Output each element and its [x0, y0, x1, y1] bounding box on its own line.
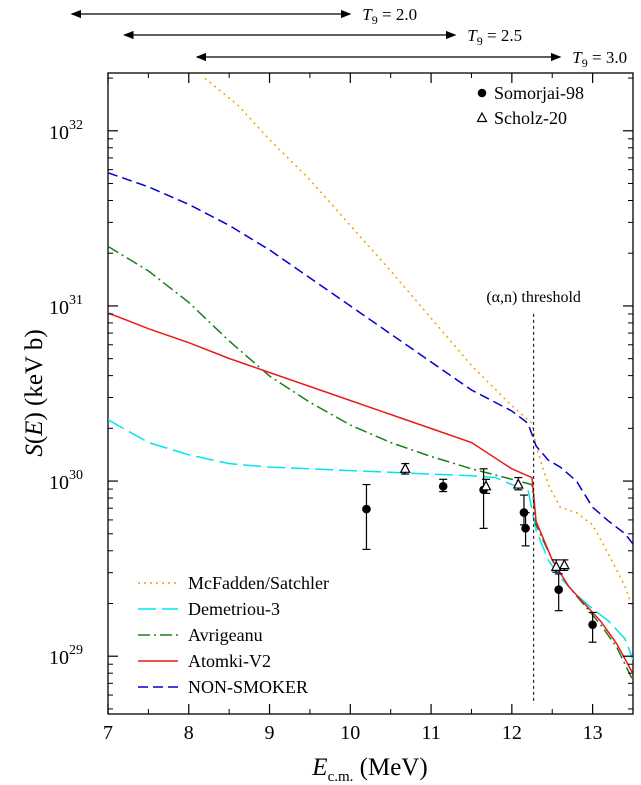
threshold-layer: (α,n) threshold — [486, 289, 581, 704]
legend: McFadden/Satchler Demetriou-3 Avrigeanu Ato… — [138, 573, 329, 697]
dataset-legend-label: Scholz-20 — [494, 108, 567, 128]
series-line-mcfadden-satchler — [204, 77, 633, 610]
data-point-scholz-20 — [558, 558, 570, 570]
legend-marker-somorjai-98 — [477, 88, 487, 98]
data-point-somorjai-98 — [521, 524, 530, 533]
legend-label: Atomki-V2 — [188, 651, 271, 671]
x-axis: 7 8 9 10 11 12 13 — [103, 73, 603, 744]
dataset-legend: Somorjai-98 Scholz-20 — [476, 83, 584, 128]
series-line-avrigeanu — [108, 245, 633, 682]
x-tick-label: 9 — [265, 722, 275, 744]
temperature-range-label: T9 = 2.0 — [362, 5, 417, 27]
y-tick-label: 1031 — [49, 293, 83, 319]
temperature-range-label: T9 = 2.5 — [467, 26, 522, 48]
data-point-scholz-20 — [480, 480, 492, 491]
y-tick-label: 1029 — [49, 643, 83, 669]
data-point-scholz-20 — [399, 462, 411, 473]
x-axis-title: Ec.m. (MeV) — [311, 754, 427, 785]
x-tick-label: 7 — [103, 722, 113, 744]
plot-area — [107, 72, 634, 715]
series-line-atomki-v2 — [108, 312, 633, 675]
data-point-somorjai-98 — [588, 620, 597, 629]
data-point-somorjai-98 — [362, 504, 371, 514]
data-points-layer — [362, 462, 597, 643]
y-axis: 1029 1030 1031 1032 — [49, 77, 633, 710]
threshold-label: (α,n) threshold — [486, 289, 581, 306]
y-tick-label: 1032 — [49, 118, 83, 144]
series-line-demetriou-3 — [108, 419, 633, 660]
series-line-non-smoker — [108, 172, 633, 545]
data-point-scholz-20 — [512, 478, 524, 489]
legend-label: Demetriou-3 — [188, 599, 280, 619]
dataset-legend-label: Somorjai-98 — [494, 83, 584, 103]
temperature-ranges: T9 = 2.0 T9 = 2.5 T9 = 3.0 — [70, 5, 627, 70]
series-layer — [108, 77, 633, 682]
temperature-range-label: T9 = 3.0 — [572, 48, 627, 70]
data-point-somorjai-98 — [438, 482, 448, 491]
y-axis-title: S(E) (keV b) — [21, 329, 48, 456]
legend-label: NON-SMOKER — [188, 677, 308, 697]
legend-label: McFadden/Satchler — [188, 573, 329, 593]
y-tick-label: 1030 — [49, 468, 83, 494]
x-tick-label: 12 — [502, 722, 522, 744]
x-tick-label: 13 — [583, 722, 603, 744]
plot-frame — [107, 72, 634, 715]
x-tick-label: 10 — [340, 722, 360, 744]
data-point-somorjai-98 — [554, 585, 563, 594]
x-tick-label: 8 — [184, 722, 194, 744]
legend-marker-scholz-20 — [476, 111, 488, 123]
data-point-scholz-20 — [550, 560, 562, 571]
legend-label: Avrigeanu — [188, 625, 263, 645]
x-tick-label: 11 — [421, 722, 440, 744]
